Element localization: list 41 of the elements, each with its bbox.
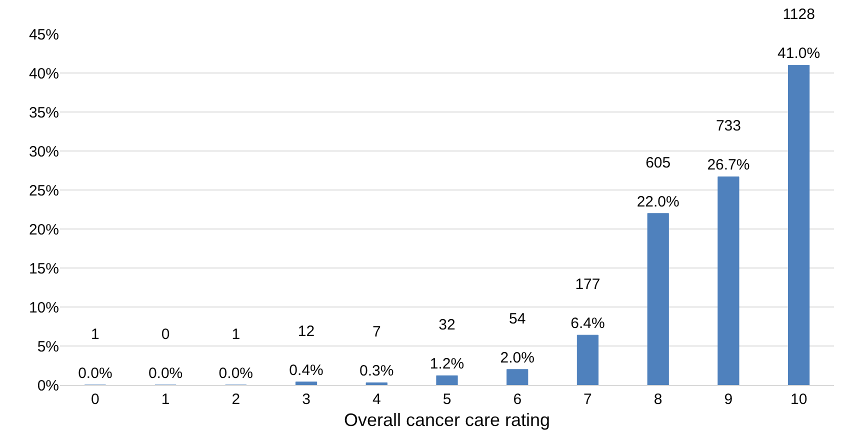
y-tick-label: 35% bbox=[28, 104, 59, 122]
text: 32 1.2% bbox=[430, 316, 464, 373]
bar bbox=[718, 176, 740, 385]
y-tick-label: 0% bbox=[37, 377, 59, 394]
x-tick-label: 10 bbox=[790, 391, 808, 408]
text: 0 0.0% bbox=[148, 326, 183, 382]
text: 733 26.7% bbox=[707, 118, 750, 174]
x-tick-label: 0 bbox=[91, 391, 100, 408]
text: 605 22.0% bbox=[636, 154, 680, 210]
x-tick-label: 6 bbox=[513, 391, 522, 408]
y-tick-label: 30% bbox=[28, 143, 59, 160]
x-tick-label: 5 bbox=[442, 391, 452, 408]
x-tick-label: 7 bbox=[584, 391, 592, 408]
bar bbox=[506, 369, 528, 385]
x-tick-label: 3 bbox=[302, 391, 310, 408]
text: 54 2.0% bbox=[500, 310, 534, 366]
x-tick-label: 4 bbox=[372, 391, 381, 408]
x-tick-label: 1 bbox=[161, 391, 170, 408]
y-tick-label: 40% bbox=[28, 65, 59, 82]
text: 12 0.4% bbox=[289, 322, 324, 379]
text: 7 0.3% bbox=[360, 324, 394, 380]
text: 177 6.4% bbox=[570, 276, 605, 332]
x-tick-label: 8 bbox=[654, 391, 662, 408]
y-tick-label: 5% bbox=[37, 338, 59, 356]
bar bbox=[788, 64, 810, 385]
bar bbox=[576, 334, 599, 385]
bar bbox=[647, 213, 669, 385]
text: 1 0.0% bbox=[218, 326, 254, 382]
bar bbox=[436, 375, 458, 385]
bar bbox=[295, 382, 318, 385]
y-tick-label: 10% bbox=[28, 299, 59, 316]
x-tick-label: 9 bbox=[724, 391, 733, 408]
y-tick-label: 25% bbox=[28, 182, 59, 200]
y-tick-label: 45% bbox=[28, 26, 59, 44]
x-tick-label: 2 bbox=[232, 391, 240, 408]
y-tick-label: 15% bbox=[28, 260, 59, 278]
x-axis-title: Overall cancer care rating bbox=[344, 410, 550, 430]
text: 1128 41.0% bbox=[778, 6, 820, 62]
text: 1 0.0% bbox=[78, 326, 112, 382]
bar bbox=[366, 382, 388, 385]
y-tick-label: 20% bbox=[28, 221, 59, 238]
